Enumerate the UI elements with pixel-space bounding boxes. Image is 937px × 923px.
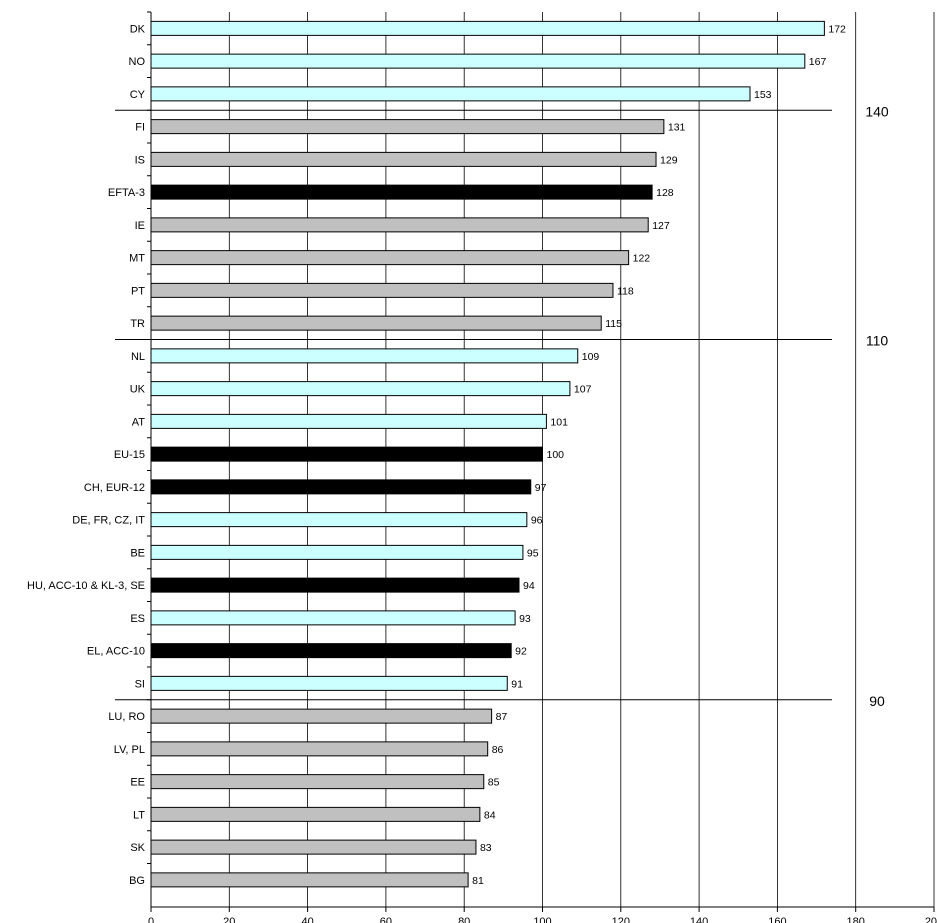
value-label: 92 bbox=[515, 646, 527, 658]
x-tick-label: 160 bbox=[768, 916, 786, 923]
bar bbox=[150, 544, 524, 560]
value-label: 96 bbox=[531, 515, 543, 527]
bar bbox=[150, 217, 649, 233]
category-label: UK bbox=[130, 384, 146, 396]
value-label: 127 bbox=[652, 220, 670, 232]
value-label: 107 bbox=[574, 384, 592, 396]
bar bbox=[150, 381, 571, 397]
value-label: 122 bbox=[633, 253, 651, 265]
category-label: PT bbox=[131, 285, 145, 297]
category-label: ES bbox=[130, 613, 145, 625]
x-tick-label: 120 bbox=[612, 916, 630, 923]
bar bbox=[150, 512, 528, 528]
value-label: 84 bbox=[484, 809, 496, 821]
value-label: 83 bbox=[480, 842, 492, 854]
category-label: SK bbox=[130, 842, 145, 854]
value-label: 86 bbox=[492, 744, 504, 756]
value-label: 128 bbox=[656, 187, 674, 199]
value-label: 129 bbox=[660, 154, 678, 166]
bar bbox=[150, 20, 825, 36]
bar bbox=[150, 643, 512, 659]
bar bbox=[150, 839, 477, 855]
bar bbox=[150, 577, 520, 593]
x-tick-label: 180 bbox=[847, 916, 865, 923]
bar bbox=[150, 348, 579, 364]
value-label: 172 bbox=[828, 23, 846, 35]
bar bbox=[150, 610, 516, 626]
bar bbox=[150, 774, 485, 790]
value-label: 97 bbox=[535, 482, 547, 494]
category-label: SI bbox=[135, 678, 145, 690]
category-label: HU, ACC-10 & KL-3, SE bbox=[27, 580, 145, 592]
category-label: CY bbox=[130, 89, 146, 101]
category-label: EE bbox=[130, 777, 145, 789]
bar bbox=[150, 708, 493, 724]
category-label: CH, EUR-12 bbox=[84, 482, 145, 494]
category-label: NO bbox=[129, 56, 146, 68]
bar bbox=[150, 151, 657, 167]
bar bbox=[150, 446, 543, 462]
axes: 0 20 40 60 80 100 120 140 160 180 200 bbox=[147, 11, 937, 923]
value-label: 85 bbox=[488, 777, 500, 789]
x-tick-label: 20 bbox=[223, 916, 235, 923]
bar bbox=[150, 184, 653, 200]
value-label: 95 bbox=[527, 547, 539, 559]
bar bbox=[150, 53, 806, 69]
bar bbox=[150, 315, 602, 331]
value-label: 100 bbox=[547, 449, 565, 461]
value-label: 115 bbox=[605, 318, 622, 330]
x-tick-label: 80 bbox=[458, 916, 470, 923]
category-label: NL bbox=[131, 351, 145, 363]
bar bbox=[150, 741, 489, 757]
value-label: 101 bbox=[550, 416, 568, 428]
threshold-label: 110 bbox=[866, 333, 889, 349]
bar bbox=[150, 479, 532, 495]
bars: DK 172 NO 167 CY 153 FI 131 IS 129 EFTA-3 128 IE 127 M… bbox=[27, 20, 846, 888]
category-label: AT bbox=[132, 416, 146, 428]
value-label: 153 bbox=[754, 89, 772, 101]
category-label: EU-15 bbox=[114, 449, 145, 461]
category-label: TR bbox=[130, 318, 145, 330]
bar bbox=[150, 675, 508, 691]
bar bbox=[150, 872, 469, 888]
threshold-label: 140 bbox=[865, 103, 889, 119]
category-label: MT bbox=[129, 253, 145, 265]
category-label: FI bbox=[135, 122, 145, 134]
value-label: 81 bbox=[472, 875, 484, 887]
threshold-lines: 140 110 90 bbox=[115, 103, 889, 709]
x-tick-label: 140 bbox=[690, 916, 708, 923]
category-label: BE bbox=[130, 547, 145, 559]
category-label: IE bbox=[135, 220, 145, 232]
value-label: 87 bbox=[496, 711, 508, 723]
value-label: 131 bbox=[668, 122, 686, 134]
x-tick-label: 100 bbox=[533, 916, 551, 923]
category-label: DE, FR, CZ, IT bbox=[72, 515, 145, 527]
value-label: 94 bbox=[523, 580, 535, 592]
category-label: LT bbox=[133, 809, 145, 821]
category-label: BG bbox=[129, 875, 145, 887]
bar bbox=[150, 806, 481, 822]
x-tick-label: 60 bbox=[380, 916, 392, 923]
category-label: DK bbox=[130, 23, 146, 35]
x-tick-label: 200 bbox=[925, 916, 937, 923]
bar bbox=[150, 250, 630, 266]
category-label: EFTA-3 bbox=[108, 187, 145, 199]
bar bbox=[150, 282, 614, 298]
bar bbox=[150, 413, 547, 429]
category-label: IS bbox=[135, 154, 145, 166]
threshold-label: 90 bbox=[869, 693, 885, 709]
bar bbox=[150, 86, 751, 102]
value-label: 91 bbox=[511, 678, 523, 690]
category-label: LV, PL bbox=[114, 744, 145, 756]
value-label: 93 bbox=[519, 613, 531, 625]
value-label: 118 bbox=[617, 285, 634, 297]
bar bbox=[150, 119, 665, 135]
value-label: 167 bbox=[809, 56, 827, 68]
category-label: EL, ACC-10 bbox=[87, 646, 145, 658]
value-label: 109 bbox=[582, 351, 600, 363]
category-label: LU, RO bbox=[108, 711, 145, 723]
x-tick-label: 0 bbox=[148, 916, 154, 923]
x-tick-label: 40 bbox=[301, 916, 313, 923]
